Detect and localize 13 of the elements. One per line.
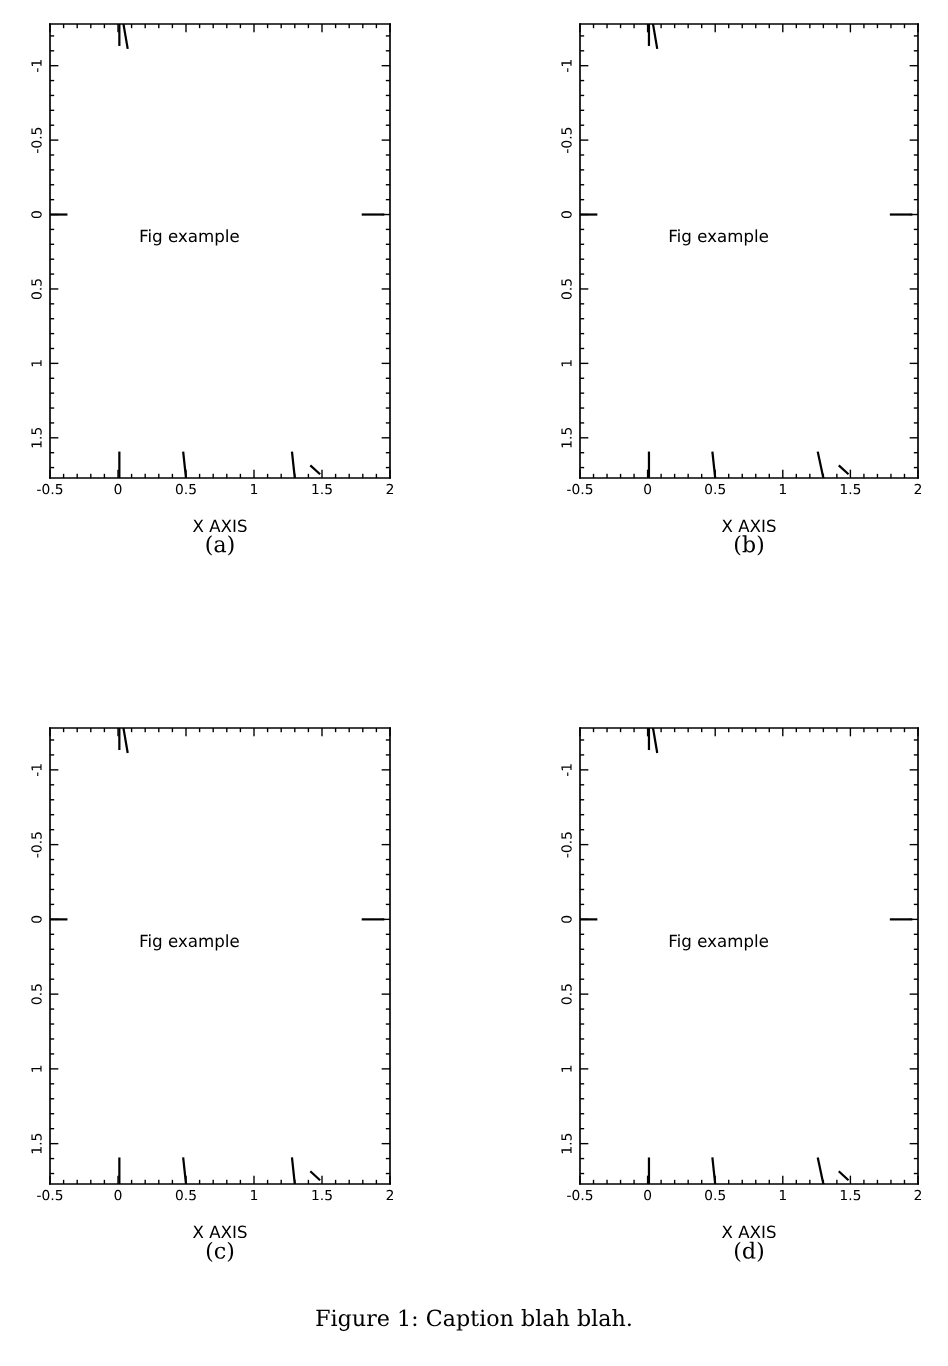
annotation: Fig example: [669, 229, 768, 246]
x-axis-title: X AXIS: [192, 1225, 247, 1239]
x-axis-title: X AXIS: [192, 519, 247, 533]
x-axis-title: X AXIS: [721, 1225, 776, 1239]
caption: Figure 1: Caption blah blah.: [316, 1309, 631, 1331]
text: (b): [734, 535, 764, 556]
text: (c): [206, 1241, 234, 1262]
annotation: Fig example: [140, 934, 239, 951]
annotation: Fig example: [669, 934, 768, 951]
text: (d): [734, 1241, 764, 1262]
text: (a): [206, 535, 234, 556]
annotation: Fig example: [140, 229, 239, 246]
x-axis-title: X AXIS: [721, 519, 776, 533]
